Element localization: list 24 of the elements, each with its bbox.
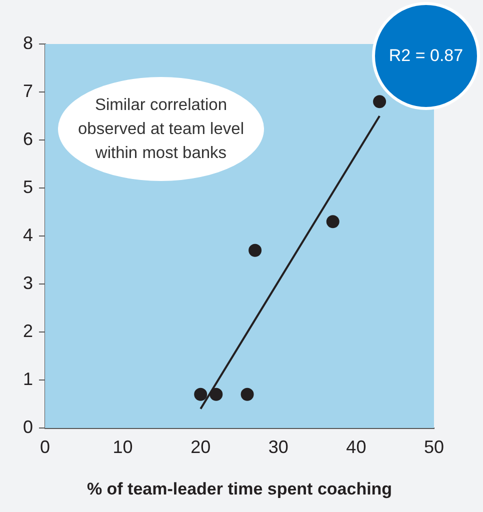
x-axis-title: % of team-leader time spent coaching	[86, 479, 392, 498]
annotation: Similar correlation observed at team level within most banks	[76, 95, 245, 164]
point	[240, 388, 254, 401]
x-tick-label: 50	[424, 436, 444, 457]
x-tick-label: 10	[112, 436, 133, 457]
y-tick-label: 4	[22, 224, 33, 245]
point	[194, 388, 208, 401]
point	[248, 244, 262, 257]
point	[326, 215, 340, 228]
y-tick-label: 7	[22, 80, 33, 101]
y-tick-label: 0	[22, 416, 33, 437]
annotation: R2 = 0.87	[388, 46, 464, 66]
x-tick-label: 20	[190, 436, 211, 457]
x-tick-label: 30	[268, 436, 288, 457]
y-tick-label: 5	[22, 176, 33, 197]
y-tick-label: 8	[22, 32, 33, 53]
x-tick-label: 40	[346, 436, 366, 457]
point	[373, 95, 386, 108]
y-tick-label: 6	[22, 128, 33, 149]
y-tick-label: 3	[22, 272, 33, 293]
y-tick-label: 1	[22, 368, 33, 389]
y-tick-label: 2	[22, 320, 33, 341]
x-tick-label: 0	[40, 436, 50, 457]
point	[210, 388, 223, 401]
